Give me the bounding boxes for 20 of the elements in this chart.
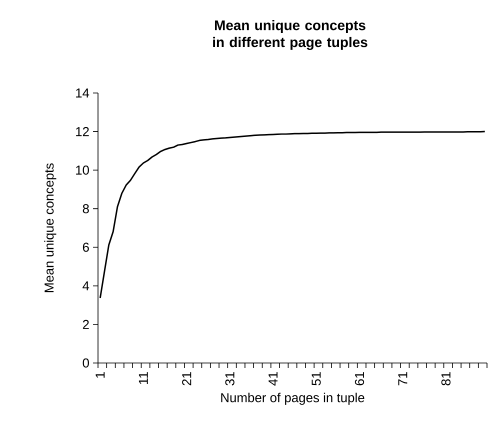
x-axis-title: Number of pages in tuple <box>221 392 364 405</box>
y-tick-label: 0 <box>82 358 89 368</box>
x-tick-label: 31 <box>225 372 234 386</box>
x-tick-label: 11 <box>138 372 148 384</box>
x-tick-label: 81 <box>441 372 451 386</box>
y-tick-label: 10 <box>76 166 89 175</box>
y-tick-label: 2 <box>82 320 89 329</box>
y-tick-label: 12 <box>76 127 89 136</box>
y-tick-label: 6 <box>82 242 89 252</box>
x-tick-label: 71 <box>398 372 408 386</box>
x-tick-label: 21 <box>182 372 192 386</box>
chart-title: Mean unique concepts in different page tuples <box>213 20 368 50</box>
y-tick-label: 4 <box>82 281 90 290</box>
x-tick-label: 51 <box>312 372 321 386</box>
y-tick-label: 14 <box>76 88 90 98</box>
x-tick-label: 41 <box>268 372 278 386</box>
y-axis-title: Mean unique concepts <box>44 163 56 292</box>
x-tick-label: 1 <box>96 372 105 378</box>
y-tick-label: 8 <box>82 204 89 214</box>
x-tick-label: 61 <box>354 372 364 386</box>
